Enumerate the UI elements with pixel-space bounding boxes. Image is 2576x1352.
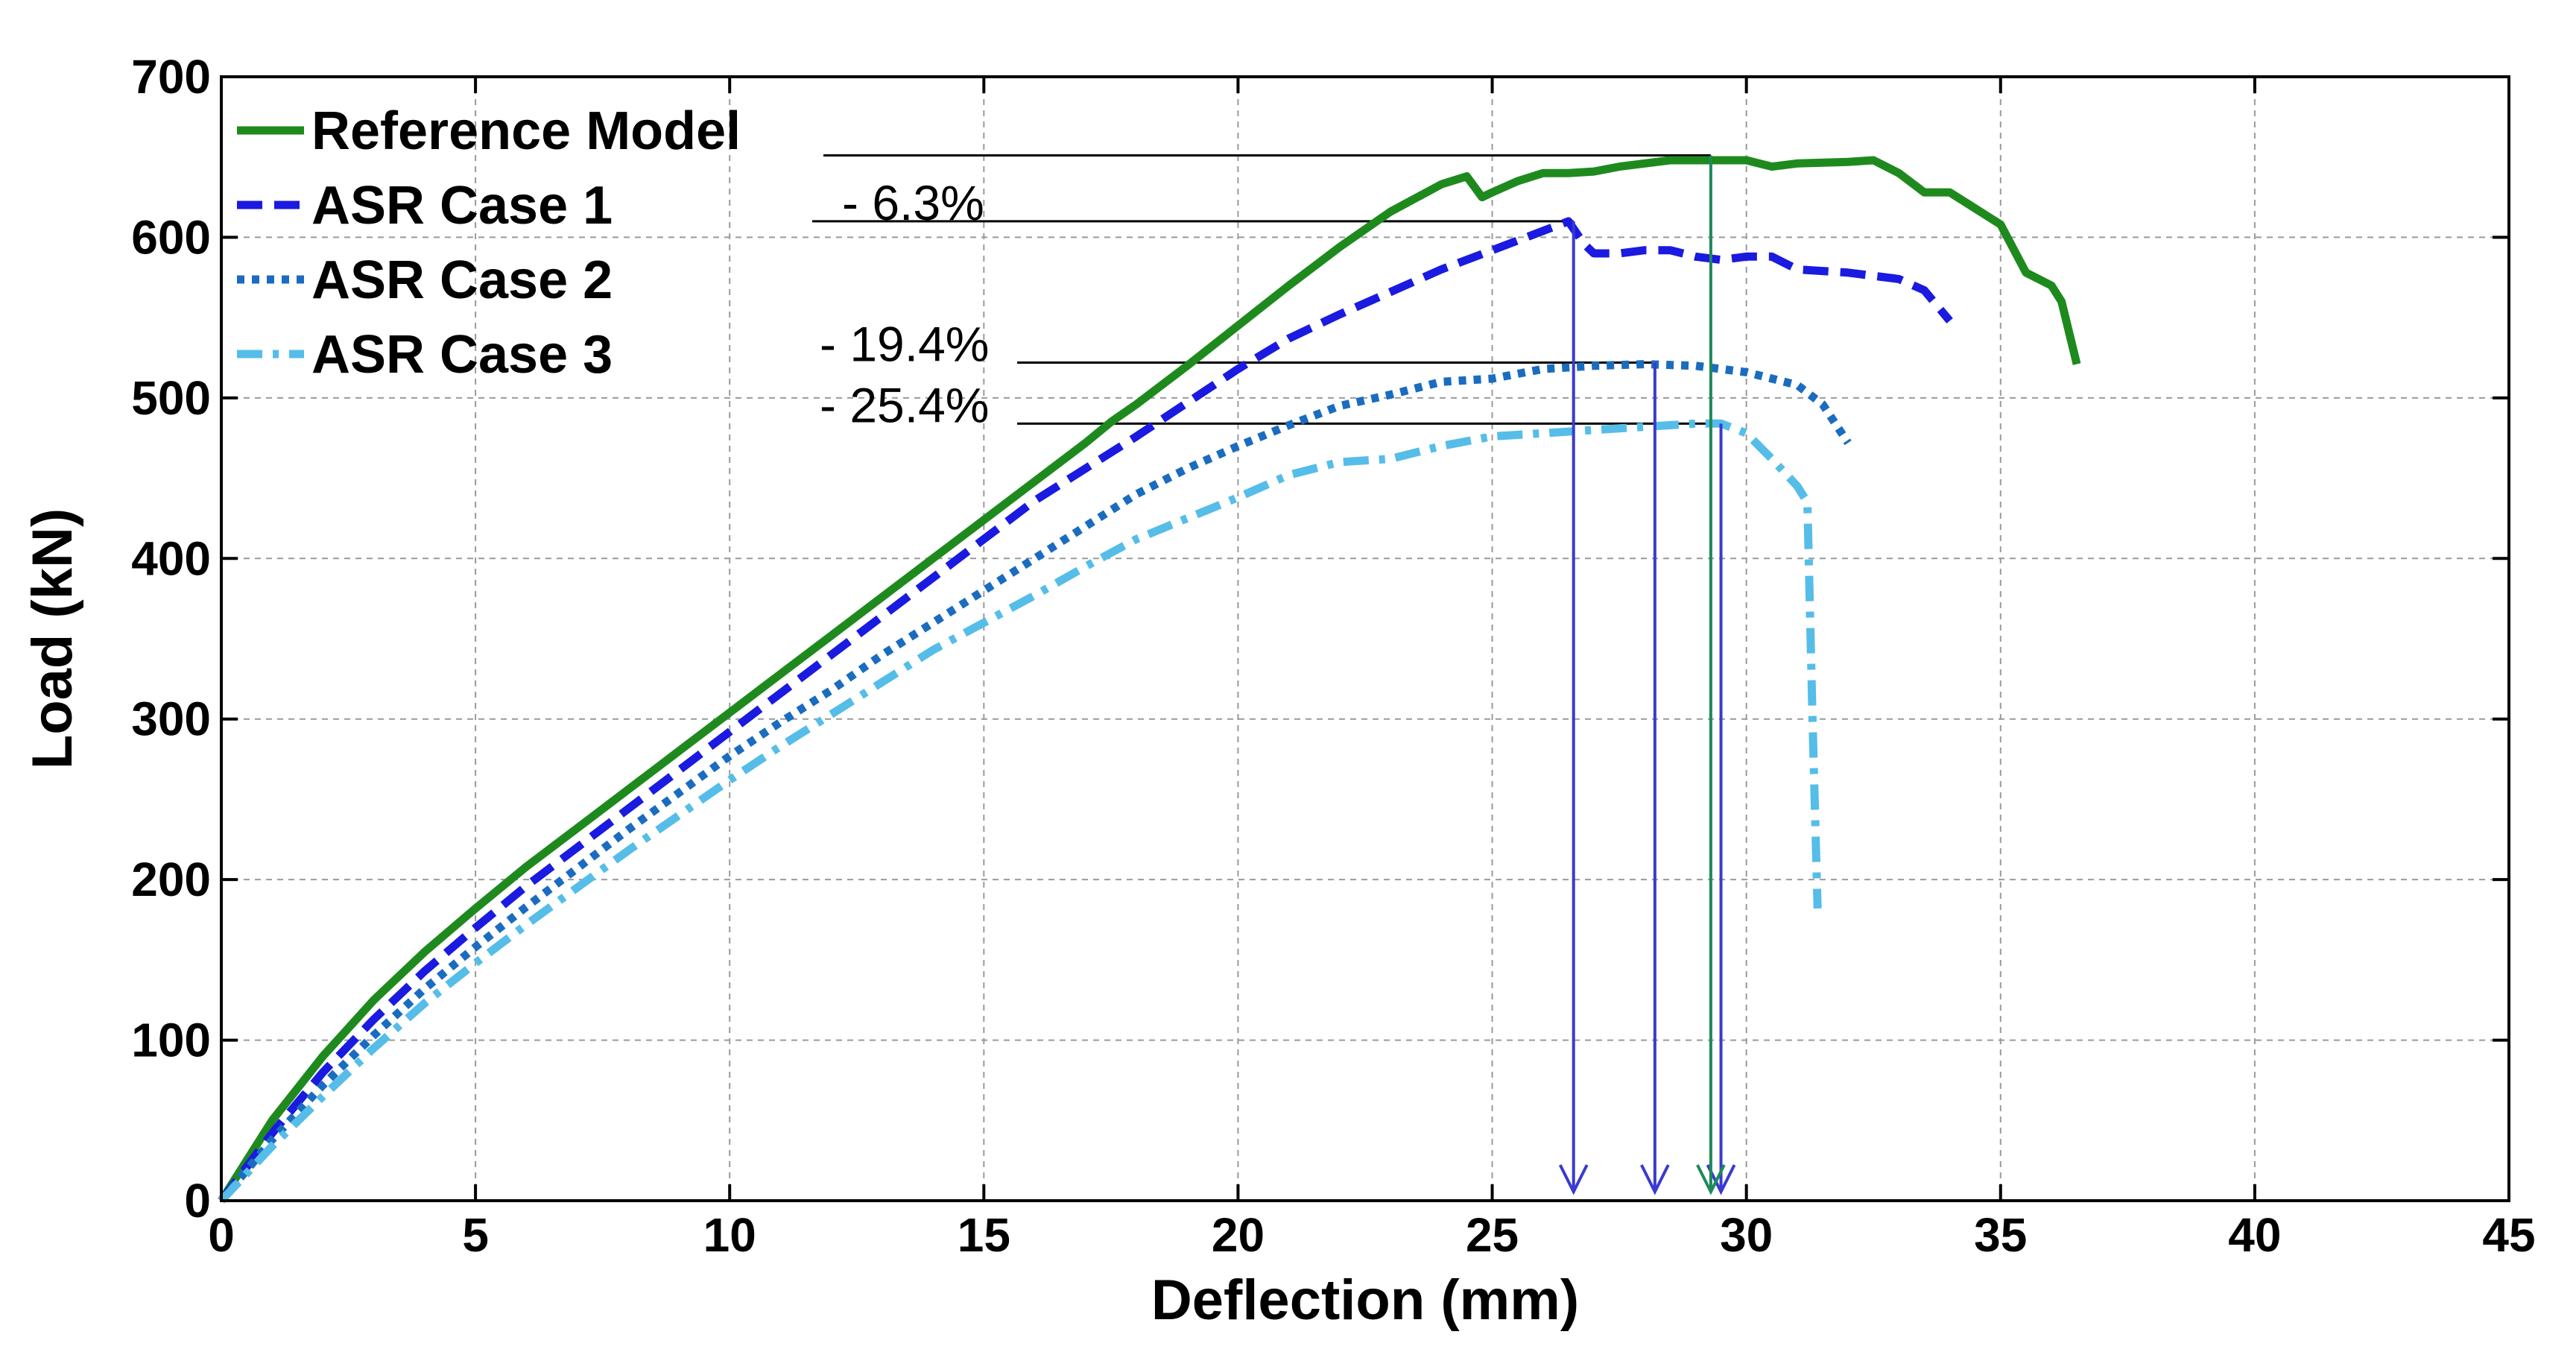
annotation-labels: - 6.3% - 19.4% - 25.4%	[820, 175, 989, 432]
x-axis-label: Deflection (mm)	[1151, 1269, 1579, 1332]
peak-reduction-label: - 6.3%	[842, 175, 984, 230]
grid-lines	[221, 77, 2509, 1201]
x-tick-label: 45	[2482, 1208, 2535, 1262]
y-tick-label: 600	[131, 210, 211, 264]
peak-reduction-label: - 19.4%	[820, 316, 989, 371]
x-tick-label: 15	[958, 1208, 1010, 1262]
x-tick-label: 35	[1974, 1208, 2027, 1262]
peak-arrow-head	[1640, 1164, 1670, 1195]
legend-label-3: ASR Case 2	[311, 250, 613, 310]
legend-label-2: ASR Case 1	[311, 176, 613, 236]
series-line-1	[218, 156, 2081, 1203]
y-tick-label: 400	[131, 531, 211, 585]
peak-reduction-label: - 25.4%	[820, 377, 989, 432]
x-tick-label: 40	[2228, 1208, 2281, 1262]
y-axis-label: Load (kN)	[21, 508, 84, 769]
x-tick-label: 0	[208, 1208, 235, 1262]
x-tick-label: 30	[1720, 1208, 1773, 1262]
x-tick-label: 5	[462, 1208, 489, 1262]
x-tick-label: 25	[1466, 1208, 1519, 1262]
y-tick-label: 500	[131, 371, 211, 425]
y-tick-label: 100	[131, 1014, 211, 1067]
peak-arrow-head	[1558, 1164, 1589, 1195]
annotation-lines	[812, 154, 1721, 425]
y-tick-label: 200	[131, 853, 211, 906]
x-tick-label: 10	[703, 1208, 756, 1262]
reference-peak-arrow-head	[1696, 1164, 1726, 1195]
y-tick-label: 700	[131, 50, 211, 104]
y-tick-label: 0	[184, 1174, 211, 1228]
x-tick-label: 20	[1212, 1208, 1265, 1262]
series-line-4	[218, 419, 1822, 1204]
legend: Reference Model ASR Case 1 ASR Case 2 ASR C…	[237, 101, 741, 385]
legend-label-4: ASR Case 3	[311, 325, 613, 385]
series-line-3	[218, 360, 1852, 1204]
y-tick-label: 300	[131, 692, 211, 746]
plot-area	[220, 75, 2510, 1202]
peak-arrows	[1558, 155, 1736, 1195]
series-layer	[218, 156, 2081, 1204]
axis-ticks: 0 5 10 15 20 25 30 35 40 45 0 100 200 300 400 500 600 700	[131, 50, 2535, 1262]
legend-label-1: Reference Model	[311, 101, 741, 161]
series-line-2	[218, 217, 1953, 1204]
